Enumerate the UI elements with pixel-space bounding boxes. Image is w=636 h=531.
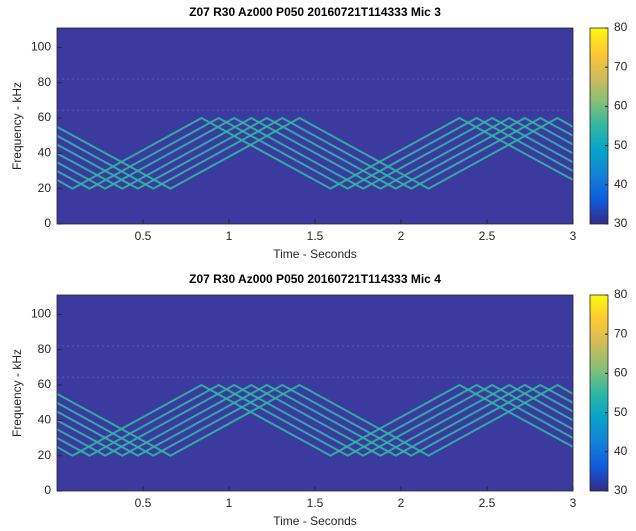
- chirp-trace: [56, 384, 574, 457]
- chirp-trace: [56, 117, 574, 190]
- x-tick-label: 2: [398, 496, 405, 510]
- y-tick-label: 40: [38, 413, 52, 427]
- colorbar-tick-label: 70: [614, 326, 628, 340]
- x-tick-label: 0.5: [135, 229, 152, 243]
- y-tick-label: 60: [38, 377, 52, 391]
- chart-title: Z07 R30 Az000 P050 20160721T114333 Mic 4: [189, 272, 441, 286]
- chirp-trace: [56, 117, 574, 190]
- x-tick-label: 1: [226, 229, 233, 243]
- x-axis-label: Time - Seconds: [273, 514, 357, 528]
- colorbar-tick-label: 30: [614, 483, 628, 497]
- colorbar-tick-label: 60: [614, 99, 628, 113]
- chirp-trace: [56, 117, 574, 190]
- x-tick-label: 2.5: [479, 496, 496, 510]
- y-tick-label: 40: [38, 146, 52, 160]
- x-axis-label: Time - Seconds: [273, 247, 357, 261]
- y-tick-label: 100: [31, 307, 51, 321]
- x-tick-label: 1.5: [307, 496, 324, 510]
- colorbar-tick-label: 80: [614, 20, 628, 34]
- y-tick-label: 0: [44, 483, 51, 497]
- y-axis-label: Frequency - kHz: [10, 349, 24, 437]
- chirp-trace: [56, 117, 574, 190]
- x-tick-label: 1: [226, 496, 233, 510]
- chirp-trace: [56, 117, 574, 190]
- y-tick-label: 0: [44, 216, 51, 230]
- y-tick-label: 20: [38, 448, 52, 462]
- colorbar-tick-label: 40: [614, 177, 628, 191]
- x-tick-label: 1.5: [307, 229, 324, 243]
- colorbar-tick-label: 60: [614, 366, 628, 380]
- chirp-trace: [56, 384, 574, 457]
- chirp-trace: [56, 384, 574, 457]
- y-tick-label: 80: [38, 342, 52, 356]
- colorbar-tick-label: 50: [614, 405, 628, 419]
- x-tick-label: 0.5: [135, 496, 152, 510]
- y-tick-label: 80: [38, 75, 52, 89]
- chirp-trace: [56, 384, 574, 457]
- y-axis-label: Frequency - kHz: [10, 82, 24, 170]
- colorbar-tick-label: 30: [614, 216, 628, 230]
- x-tick-label: 3: [570, 229, 577, 243]
- chirp-trace: [56, 384, 574, 457]
- x-tick-label: 3: [570, 496, 577, 510]
- x-tick-label: 2.5: [479, 229, 496, 243]
- colorbar-tick-label: 40: [614, 444, 628, 458]
- colorbar: [589, 27, 609, 225]
- chart-title: Z07 R30 Az000 P050 20160721T114333 Mic 3: [189, 5, 441, 19]
- y-tick-label: 60: [38, 110, 52, 124]
- x-tick-label: 2: [398, 229, 405, 243]
- colorbar-tick-label: 50: [614, 138, 628, 152]
- colorbar: [589, 294, 609, 492]
- y-tick-label: 100: [31, 40, 51, 54]
- y-tick-label: 20: [38, 181, 52, 195]
- colorbar-tick-label: 80: [614, 287, 628, 301]
- colorbar-tick-label: 70: [614, 59, 628, 73]
